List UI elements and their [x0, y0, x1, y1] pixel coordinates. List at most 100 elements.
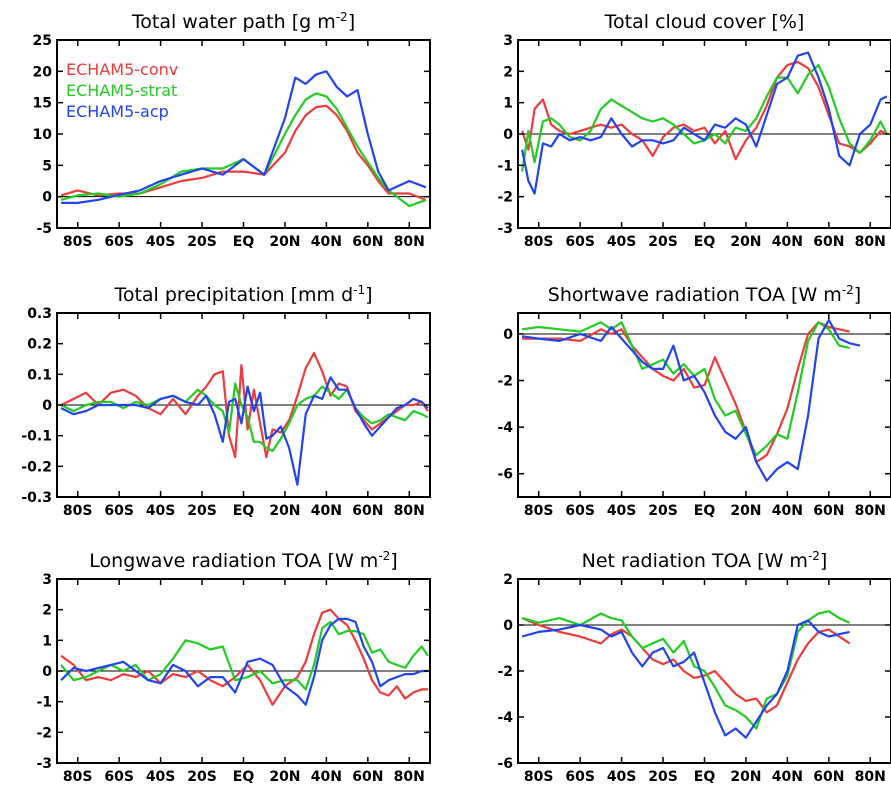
x-tick-label: 40S	[146, 769, 176, 785]
x-tick-label: EQ	[233, 234, 255, 250]
x-tick-label: 60S	[565, 234, 595, 250]
y-tick-label: -4	[497, 420, 513, 436]
y-tick-label: 0	[42, 398, 52, 414]
y-tick-label: -0.3	[21, 490, 52, 506]
chart-panel: 2 0 -2 -4 -6 80S 60S 40S 20S EQ 20N 40N 60N 80N	[497, 572, 891, 785]
y-tick-label: 2	[42, 603, 52, 619]
x-tick-label: 20N	[730, 769, 761, 785]
x-tick-label: 20N	[269, 769, 300, 785]
y-tick-label: 0	[503, 327, 513, 343]
x-tick-label: 60N	[352, 234, 383, 250]
x-tick-label: EQ	[694, 769, 716, 785]
chart-panel: 3 2 1 0 -1 -2 -3 80S 60S 40S 20S EQ 20N 40N 60N 80N	[36, 572, 431, 785]
y-tick-label: 20	[33, 64, 53, 80]
x-tick-label: 60S	[104, 769, 134, 785]
x-tick-label: 60S	[565, 769, 595, 785]
x-tick-label: 80S	[63, 769, 93, 785]
x-tick-label: 80N	[855, 503, 886, 519]
y-tick-label: -1	[497, 158, 513, 174]
x-tick-label: 20N	[269, 503, 300, 519]
series-line	[60, 376, 429, 486]
y-tick-label: 2	[503, 64, 513, 80]
x-tick-label: 20S	[187, 769, 217, 785]
x-tick-label: 40S	[607, 503, 637, 519]
series-line	[60, 608, 428, 706]
chart-panel: 0 -2 -4 -6 80S 60S 40S 20S EQ 20N 40N 60N 80N	[497, 312, 891, 519]
x-tick-label: 80S	[63, 503, 93, 519]
x-tick-label: 20N	[730, 503, 761, 519]
y-tick-label: 5	[42, 158, 52, 174]
y-tick-label: -3	[497, 221, 513, 237]
x-tick-label: 40S	[146, 234, 176, 250]
series-line	[521, 321, 850, 457]
y-tick-label: -0.1	[21, 429, 52, 445]
series-line	[522, 321, 850, 464]
x-tick-label: 20S	[648, 769, 678, 785]
series-line	[521, 51, 888, 195]
x-tick-label: 20S	[648, 234, 678, 250]
x-tick-label: 40N	[311, 234, 342, 250]
panel-title: Total cloud cover [%]	[604, 11, 805, 33]
x-tick-label: 40N	[772, 503, 803, 519]
y-tick-label: -2	[497, 190, 513, 206]
series-line	[60, 351, 429, 459]
y-tick-label: -4	[497, 710, 513, 726]
y-tick-label: -2	[497, 664, 513, 680]
x-tick-label: 60N	[813, 503, 844, 519]
y-tick-label: 25	[33, 33, 52, 49]
series-line	[521, 60, 888, 161]
y-tick-label: 0.1	[27, 367, 52, 383]
y-tick-label: -3	[36, 756, 52, 772]
x-tick-label: 40S	[607, 769, 637, 785]
series-line	[60, 617, 428, 706]
x-tick-label: 40S	[146, 503, 176, 519]
y-tick-label: 0	[503, 127, 513, 143]
x-tick-label: EQ	[233, 503, 255, 519]
y-tick-label: 1	[42, 633, 52, 649]
x-tick-label: 40N	[311, 769, 342, 785]
x-tick-label: 40N	[311, 503, 342, 519]
series-line	[521, 610, 851, 730]
series-line	[60, 92, 427, 208]
chart-panel: 0.3 0.2 0.1 0 -0.1 -0.2 -0.3 80S 60S 40S 20S EQ 20N 4…	[21, 306, 431, 519]
x-tick-label: 60S	[104, 234, 134, 250]
x-tick-label: 20N	[730, 234, 761, 250]
y-tick-label: -6	[497, 467, 513, 483]
y-tick-label: 3	[503, 33, 513, 49]
y-tick-label: 0	[42, 664, 52, 680]
x-tick-label: EQ	[233, 769, 255, 785]
x-tick-label: 40S	[607, 234, 637, 250]
x-tick-label: 60N	[352, 503, 383, 519]
x-tick-label: 80N	[855, 769, 886, 785]
x-tick-label: 20S	[187, 503, 217, 519]
legend-entry: ECHAM5-acp	[66, 102, 169, 121]
series-line	[60, 620, 429, 691]
y-tick-label: 15	[33, 96, 52, 112]
y-tick-label: -5	[36, 221, 52, 237]
y-tick-label: -6	[497, 756, 513, 772]
y-tick-label: -0.2	[21, 459, 52, 475]
y-tick-label: 0	[42, 190, 52, 206]
x-tick-label: 40N	[772, 234, 803, 250]
x-tick-label: 20S	[187, 234, 217, 250]
y-tick-label: -1	[36, 695, 52, 711]
series-line	[61, 70, 427, 204]
panel-title: Net radiation TOA [W m-2]	[582, 549, 828, 572]
x-tick-label: 80N	[855, 234, 886, 250]
x-tick-label: 80N	[394, 234, 425, 250]
x-tick-label: 20N	[269, 234, 300, 250]
chart-panel: 25 20 15 10 5 0 -5 80S 60S 40S 20S EQ 20N 40N 60N 80N	[33, 33, 431, 250]
x-tick-label: EQ	[694, 503, 716, 519]
x-tick-label: 80S	[524, 769, 554, 785]
panel-title: Total precipitation [mm d-1]	[113, 283, 372, 306]
legend-entry: ECHAM5-conv	[66, 60, 178, 79]
y-tick-label: 10	[33, 127, 53, 143]
x-tick-label: 40N	[772, 769, 803, 785]
x-tick-label: 60N	[813, 769, 844, 785]
x-tick-label: 60S	[104, 503, 134, 519]
x-tick-label: EQ	[694, 234, 716, 250]
y-tick-label: 0	[503, 618, 513, 634]
panel-title: Longwave radiation TOA [W m-2]	[89, 549, 397, 572]
series-line	[521, 63, 888, 172]
